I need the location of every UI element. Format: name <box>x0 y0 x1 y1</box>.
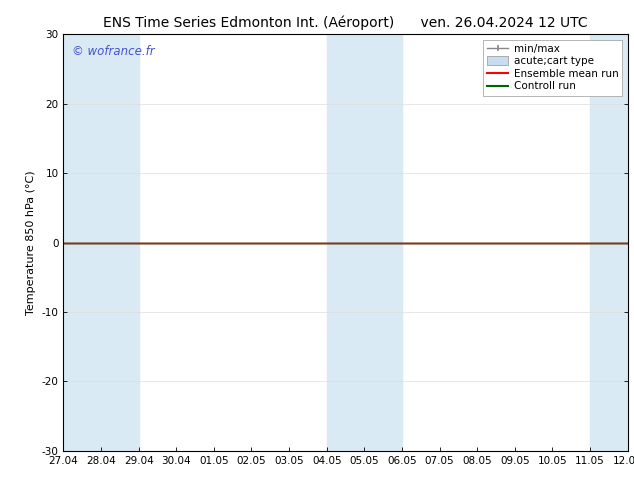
Y-axis label: Temperature 850 hPa (°C): Temperature 850 hPa (°C) <box>26 170 36 315</box>
Bar <box>63 34 139 451</box>
Title: ENS Time Series Edmonton Int. (Aéroport)      ven. 26.04.2024 12 UTC: ENS Time Series Edmonton Int. (Aéroport)… <box>103 16 588 30</box>
Legend: min/max, acute;cart type, Ensemble mean run, Controll run: min/max, acute;cart type, Ensemble mean … <box>483 40 623 96</box>
Bar <box>327 34 402 451</box>
Bar <box>590 34 628 451</box>
Text: © wofrance.fr: © wofrance.fr <box>72 45 155 58</box>
